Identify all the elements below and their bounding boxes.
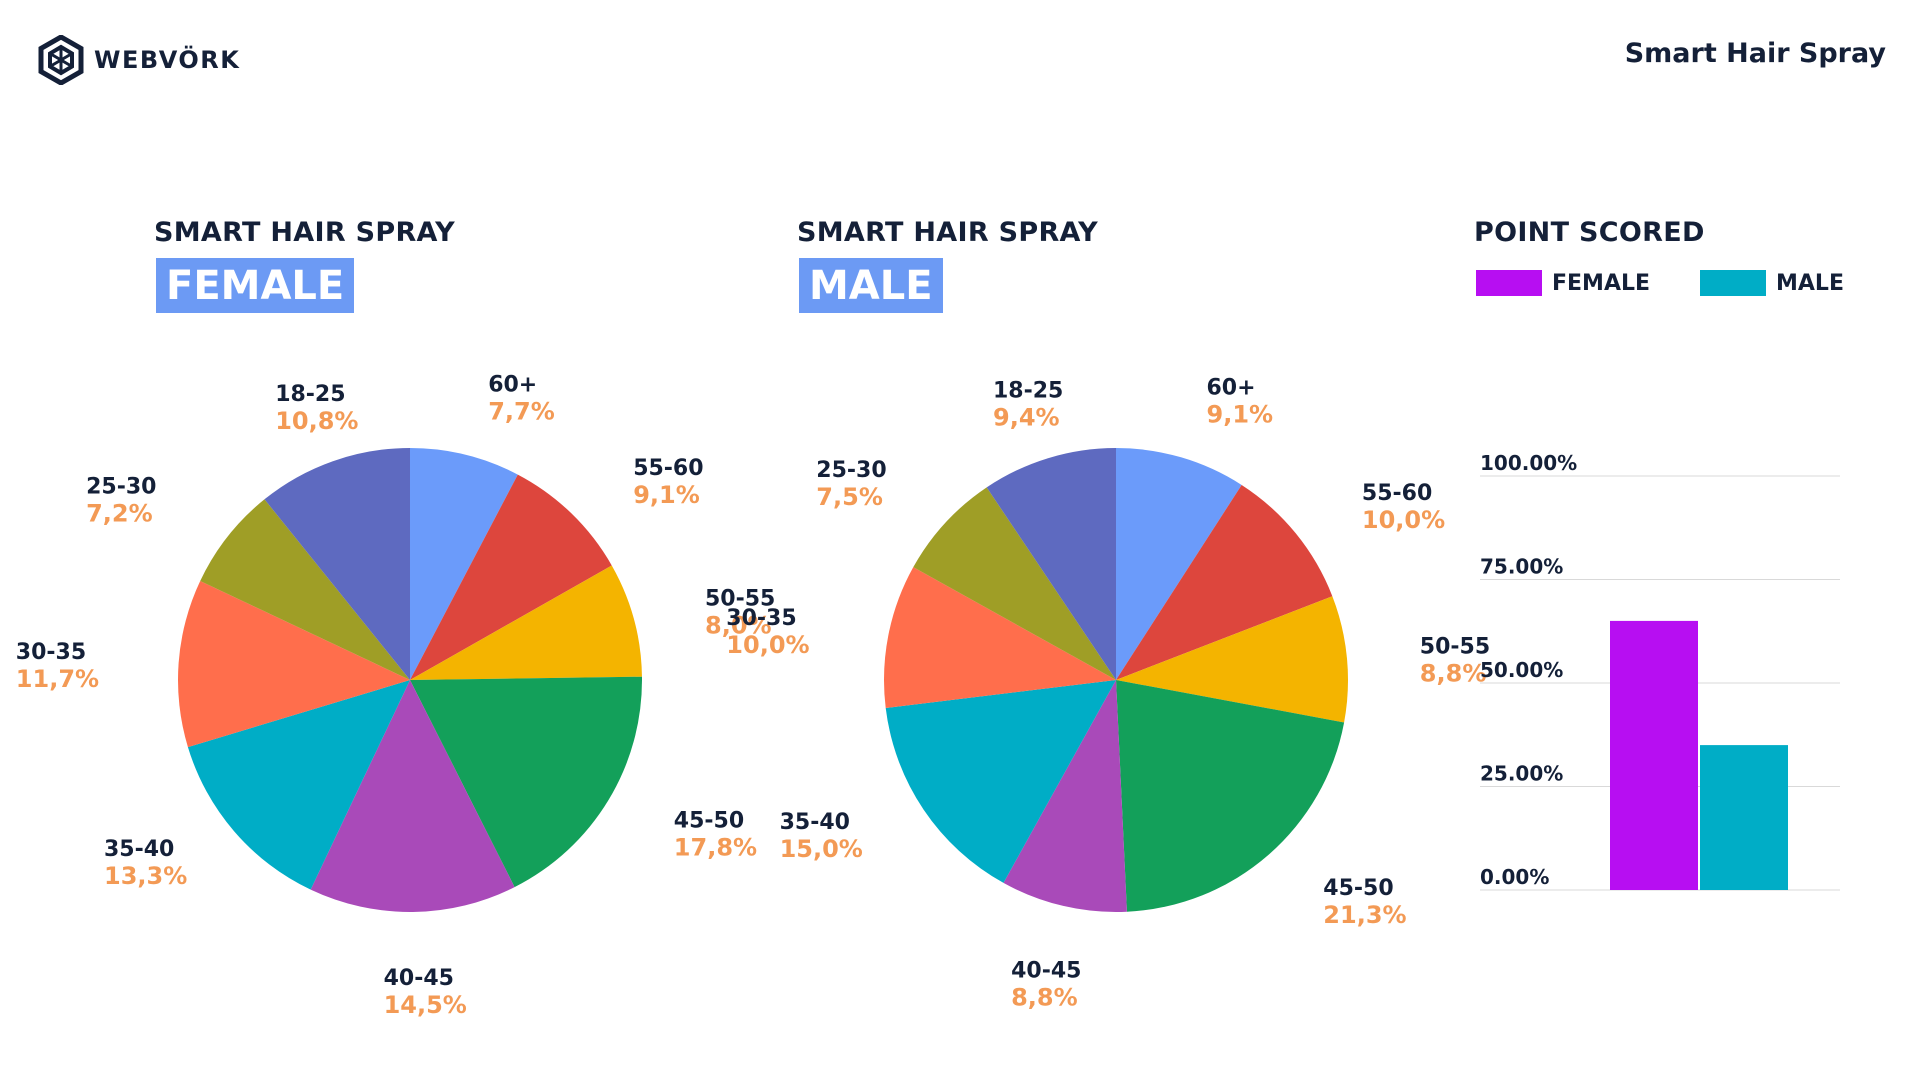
- bar-tick-label-1: 25.00%: [1480, 762, 1563, 786]
- points-chart-title: POINT SCORED: [1474, 217, 1705, 248]
- logo-text: WEBVÖRK: [94, 46, 241, 74]
- female-pie-label-pct-25-30: 7,2%: [86, 500, 153, 528]
- female-pie-slice-25-30: [200, 499, 410, 680]
- female-pie-label-pct-55-60: 9,1%: [633, 481, 700, 509]
- female-chart-title: SMART HAIR SPRAY: [154, 217, 456, 248]
- male-pie-label-age-60+: 60+: [1207, 376, 1256, 401]
- female-pie-label-pct-35-40: 13,3%: [104, 862, 187, 890]
- male-pie-label-pct-60+: 9,1%: [1207, 401, 1274, 429]
- male-pie-label-age-35-40: 35-40: [780, 810, 850, 835]
- male-pie-slice-50-55: [1116, 596, 1349, 723]
- bar-female: [1610, 620, 1698, 890]
- webvork-logo: WEBVÖRK: [38, 34, 240, 86]
- male-pie-label-age-18-25: 18-25: [993, 378, 1063, 403]
- male-pie-label-pct-45-50: 21,3%: [1323, 901, 1406, 929]
- female-pie-slice-18-25: [264, 448, 410, 680]
- female-pie-label-pct-18-25: 10,8%: [275, 407, 358, 435]
- webvork-logo-icon: [38, 35, 84, 85]
- female-pie-slice-40-45: [310, 680, 515, 912]
- female-pie-slice-45-50: [410, 676, 643, 888]
- male-pie-slice-40-45: [1003, 680, 1127, 912]
- female-tag: FEMALE: [156, 258, 355, 313]
- male-pie-label-age-50-55: 50-55: [1420, 635, 1490, 660]
- male-pie-slice-60+: [1116, 448, 1242, 680]
- male-pie-slice-18-25: [986, 448, 1116, 680]
- legend-item-male: MALE: [1700, 270, 1844, 296]
- female-pie-label-age-35-40: 35-40: [104, 837, 174, 862]
- legend-swatch-female: [1476, 270, 1542, 296]
- legend-label-male: MALE: [1776, 270, 1844, 296]
- female-pie-label-pct-60+: 7,7%: [488, 397, 555, 425]
- bar-tick-label-2: 50.00%: [1480, 658, 1563, 682]
- female-pie-slice-55-60: [410, 474, 612, 680]
- bar-tick-label-4: 100.00%: [1480, 451, 1577, 475]
- male-chart-title: SMART HAIR SPRAY: [797, 217, 1099, 248]
- male-pie-label-pct-25-30: 7,5%: [816, 483, 883, 511]
- male-pie-label-pct-35-40: 15,0%: [780, 835, 863, 863]
- female-pie-slice-50-55: [410, 565, 642, 680]
- female-pie-label-age-45-50: 45-50: [674, 809, 744, 834]
- female-pie-label-age-50-55: 50-55: [705, 586, 775, 611]
- male-pie-slice-45-50: [1116, 680, 1345, 912]
- female-pie-label-age-60+: 60+: [488, 372, 537, 397]
- male-pie-label-age-30-35: 30-35: [726, 606, 796, 631]
- female-pie-label-age-30-35: 30-35: [16, 640, 86, 665]
- male-pie-slice-30-35: [884, 567, 1116, 709]
- legend-label-female: FEMALE: [1552, 270, 1651, 296]
- bar-tick-label-3: 75.00%: [1480, 555, 1563, 579]
- male-pie-label-pct-50-55: 8,8%: [1420, 660, 1487, 688]
- male-pie-label-age-55-60: 55-60: [1362, 481, 1432, 506]
- male-pie-label-age-45-50: 45-50: [1323, 876, 1393, 901]
- female-pie-slice-35-40: [187, 680, 410, 890]
- female-pie-slice-30-35: [177, 580, 410, 748]
- male-pie-slice-55-60: [1116, 484, 1333, 680]
- male-pie-label-age-25-30: 25-30: [816, 458, 886, 483]
- female-pie-label-age-40-45: 40-45: [384, 966, 454, 991]
- male-pie-label-age-40-45: 40-45: [1011, 959, 1081, 984]
- male-pie-label-pct-30-35: 10,0%: [726, 631, 809, 659]
- female-pie-label-pct-45-50: 17,8%: [674, 834, 757, 862]
- female-pie-slice-60+: [410, 448, 518, 680]
- bar-tick-label-0: 0.00%: [1480, 865, 1549, 889]
- male-pie-label-pct-18-25: 9,4%: [993, 403, 1060, 431]
- female-pie-label-age-18-25: 18-25: [275, 382, 345, 407]
- female-pie-label-age-55-60: 55-60: [633, 456, 703, 481]
- male-pie-label-pct-55-60: 10,0%: [1362, 506, 1445, 534]
- legend-item-female: FEMALE: [1476, 270, 1650, 296]
- female-pie-label-pct-40-45: 14,5%: [384, 991, 467, 1019]
- male-pie-label-pct-40-45: 8,8%: [1011, 984, 1078, 1012]
- female-pie-label-pct-30-35: 11,7%: [16, 665, 99, 693]
- female-pie-label-age-25-30: 25-30: [86, 475, 156, 500]
- male-tag: MALE: [799, 258, 943, 313]
- page-title: Smart Hair Spray: [1624, 38, 1886, 69]
- male-pie-slice-25-30: [913, 487, 1116, 680]
- male-pie-slice-35-40: [885, 680, 1116, 883]
- female-pie-label-pct-50-55: 8,0%: [705, 611, 772, 639]
- legend-swatch-male: [1700, 270, 1766, 296]
- bar-male: [1700, 745, 1788, 890]
